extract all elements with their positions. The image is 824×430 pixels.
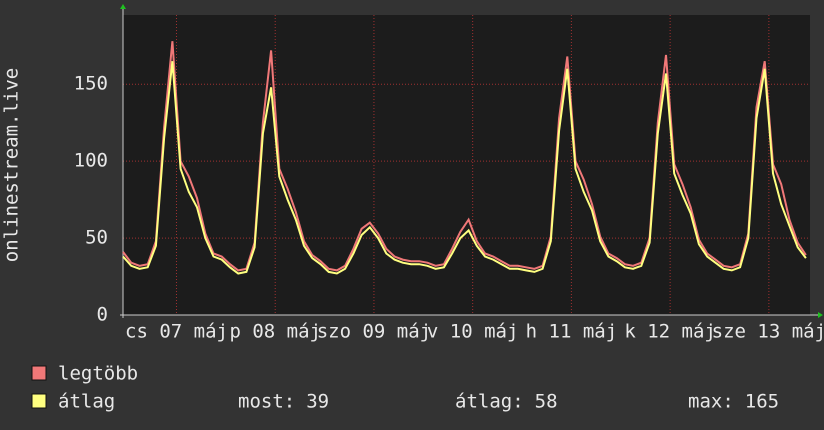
x-tick-label: k 12 máj bbox=[624, 321, 716, 343]
x-tick-label: cs 07 máj bbox=[125, 321, 228, 343]
axis-arrow bbox=[120, 4, 126, 9]
legend-label: legtöbb bbox=[58, 363, 138, 385]
stat-label: most: bbox=[238, 391, 295, 413]
legend-swatch bbox=[31, 393, 47, 409]
y-tick-label: 50 bbox=[85, 227, 108, 249]
stat-label: max: bbox=[688, 391, 734, 413]
stat-value: 58 bbox=[535, 391, 558, 413]
x-tick-label: szo 09 máj bbox=[317, 321, 431, 343]
y-tick-label: 100 bbox=[74, 150, 108, 172]
y-tick-label: 150 bbox=[74, 73, 108, 95]
y-axis-label: onlinestream.live bbox=[1, 68, 23, 262]
stat-value: 165 bbox=[745, 391, 779, 413]
x-tick-label: v 10 máj bbox=[427, 321, 519, 343]
x-tick-label: sze 13 máj bbox=[712, 321, 824, 343]
legend-label: átlag bbox=[58, 391, 115, 413]
x-tick-label: p 08 máj bbox=[229, 321, 321, 343]
series-line bbox=[122, 41, 807, 272]
plot-area bbox=[123, 15, 810, 315]
axis-arrow bbox=[818, 312, 823, 318]
stat-label: átlag: bbox=[455, 391, 524, 413]
x-tick-label: h 11 máj bbox=[526, 321, 618, 343]
series-line bbox=[122, 61, 807, 275]
legend-swatch bbox=[31, 365, 47, 381]
stat-value: 39 bbox=[306, 391, 329, 413]
y-tick-label: 0 bbox=[97, 304, 108, 326]
